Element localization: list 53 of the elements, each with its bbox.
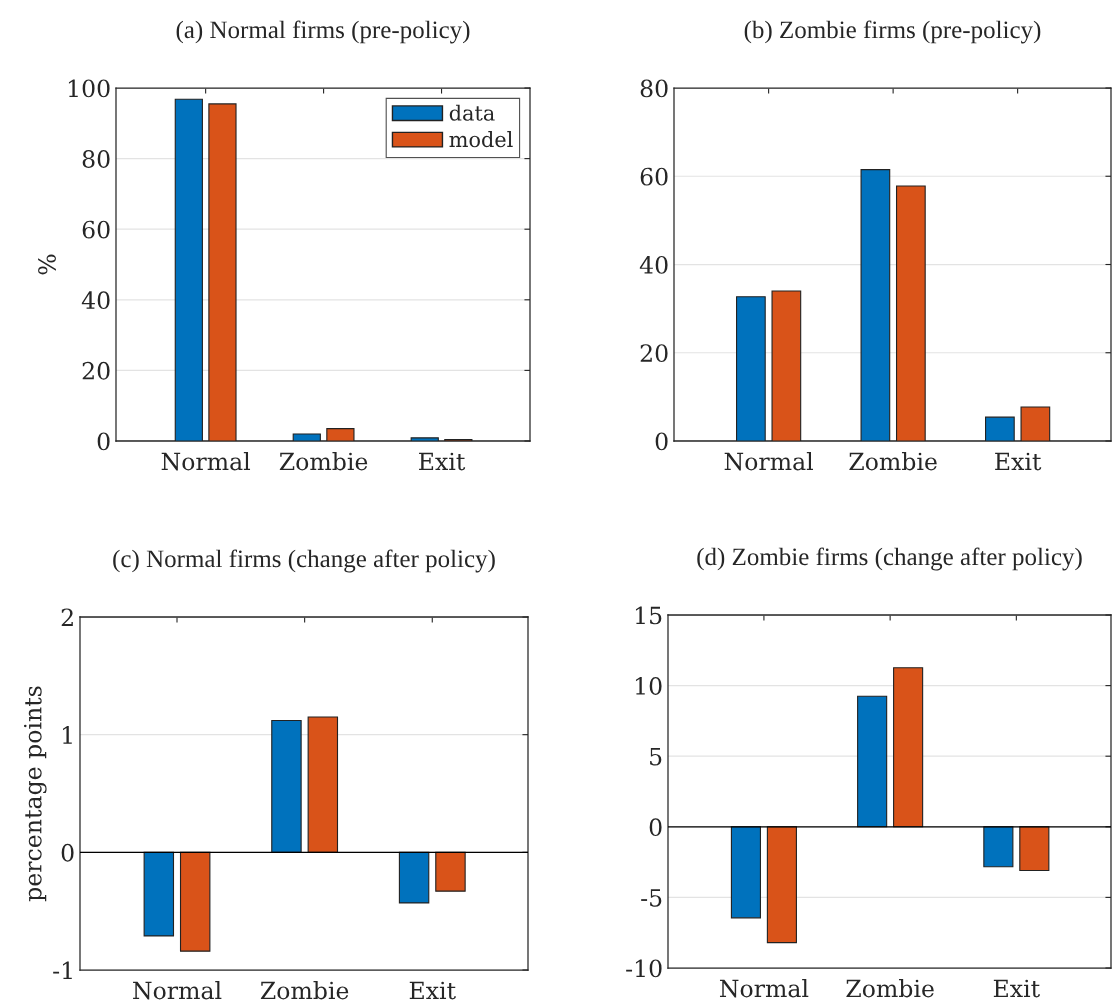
legend-label: data [449,104,495,121]
y-tick-label: 0 [97,432,110,451]
x-tick-label: Normal [161,452,251,471]
x-tick-label: Exit [409,981,456,1000]
y-tick-label: 60 [82,220,110,239]
y-tick-label: 5 [650,747,662,766]
x-tick-label: Exit [995,452,1042,471]
y-tick-label: 100 [68,79,110,98]
bar [1019,826,1050,871]
y-tick-label: -10 [626,959,662,978]
chart-title: (d) Zombie firms (change after policy) [697,547,1082,571]
x-tick-label: Zombie [849,452,937,471]
y-axis-title: % [38,254,56,275]
legend-label: model [449,131,513,148]
x-tick-label: Zombie [279,452,368,471]
x-tick-label: Normal [724,452,814,471]
bar [766,826,797,944]
y-axis-title: percentage points [23,686,47,902]
y-tick-label: 2 [61,608,73,626]
x-tick-label: Normal [133,981,222,1000]
y-tick-label: 15 [635,606,662,625]
bar [398,851,430,904]
x-tick-label: Exit [993,979,1040,998]
y-tick-label: 1 [63,726,72,744]
y-tick-label: 0 [655,432,668,451]
bar [857,695,888,828]
bar [307,716,339,853]
x-tick-label: Zombie [260,981,349,1000]
x-tick-label: Exit [419,452,466,471]
chart-title: (b) Zombie firms (pre-policy) [744,20,1041,44]
bar [983,826,1014,868]
bar [730,826,762,919]
y-tick-label: 40 [639,255,668,274]
y-tick-label: 0 [61,843,74,862]
y-tick-label: 40 [81,291,110,310]
bar [435,851,466,892]
y-tick-label: 80 [82,150,110,168]
chart-title: (a) Normal firms (pre-policy) [176,20,470,44]
bar [179,851,211,952]
y-tick-label: -5 [641,889,662,907]
y-tick-label: 20 [82,361,110,380]
y-tick-label: -1 [53,961,72,979]
y-tick-label: 10 [635,677,662,695]
y-tick-label: 0 [649,818,662,837]
y-tick-label: 20 [640,344,668,363]
bar [143,851,175,937]
y-tick-label: 80 [640,79,668,98]
x-tick-label: Zombie [846,979,934,998]
y-tick-label: 60 [640,167,668,186]
bar [271,719,302,853]
x-tick-label: Normal [719,979,809,998]
bar [893,667,924,828]
chart-title: (c) Normal firms (change after policy) [113,549,495,573]
